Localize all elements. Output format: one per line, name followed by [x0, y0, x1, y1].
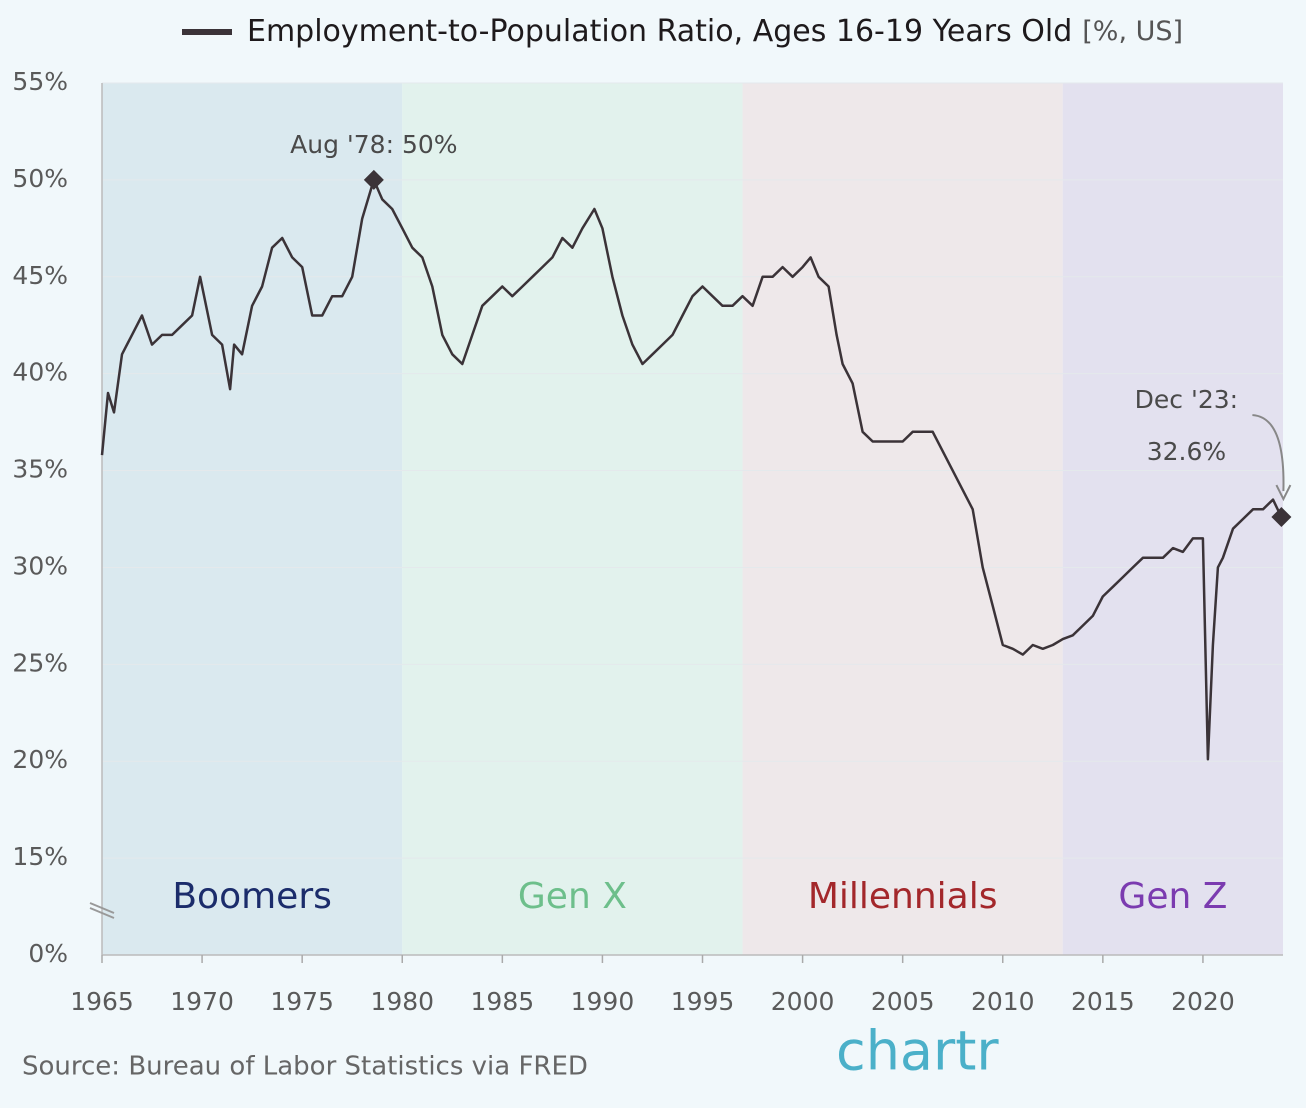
- y-tick-label: 55%: [12, 67, 68, 96]
- annotation-marker: [1271, 507, 1292, 528]
- band-label: Boomers: [172, 876, 332, 917]
- annotation-label: Dec '23:: [1135, 385, 1238, 414]
- x-tick-label: 1980: [370, 987, 434, 1016]
- x-tick-label: 1965: [70, 987, 134, 1016]
- annotation-arrowhead: [1275, 484, 1292, 502]
- x-tick-label: 2015: [1071, 987, 1135, 1016]
- axis-break: [89, 902, 115, 919]
- x-tick-label: 2010: [971, 987, 1035, 1016]
- x-tick-label: 1970: [170, 987, 234, 1016]
- generation-band: [102, 83, 403, 955]
- annotation-label: Aug '78: 50%: [290, 130, 457, 159]
- y-tick-label: 30%: [12, 551, 68, 580]
- generation-band: [742, 83, 1063, 955]
- x-tick-label: 1975: [270, 987, 334, 1016]
- y-tick-label: 35%: [12, 455, 68, 484]
- x-tick-label: 1990: [571, 987, 635, 1016]
- series-line: [100, 178, 1283, 761]
- x-tick-label: 2005: [871, 987, 935, 1016]
- y-tick-label: 45%: [12, 261, 68, 290]
- generation-band: [402, 83, 743, 955]
- band-label: Millennials: [808, 876, 998, 917]
- annotation-arrow: [1252, 414, 1285, 492]
- title-units: [%, US]: [1082, 16, 1183, 47]
- y-tick-label: 50%: [12, 164, 68, 193]
- y-tick-label: 0%: [28, 939, 68, 968]
- y-tick-label: 20%: [12, 745, 68, 774]
- title-text: Employment-to-Population Ratio, Ages 16-…: [247, 14, 1072, 49]
- generation-band: [1062, 83, 1283, 955]
- source: Source: Bureau of Labor Statistics via F…: [22, 1052, 588, 1082]
- band-label: Gen Z: [1118, 876, 1227, 917]
- x-tick-label: 1985: [471, 987, 535, 1016]
- annotation-marker: [363, 169, 384, 190]
- y-tick-label: 15%: [12, 842, 68, 871]
- chart-title: Employment-to-Population Ratio, Ages 16-…: [247, 14, 1183, 49]
- annotation-value: 32.6%: [1147, 437, 1226, 466]
- band-label: Gen X: [518, 876, 627, 917]
- x-tick-label: 2000: [771, 987, 835, 1016]
- x-tick-label: 1995: [671, 987, 735, 1016]
- y-tick-label: 40%: [12, 358, 68, 387]
- y-tick-label: 25%: [12, 648, 68, 677]
- logo: chartr: [836, 1020, 999, 1083]
- x-tick-label: 2020: [1171, 987, 1235, 1016]
